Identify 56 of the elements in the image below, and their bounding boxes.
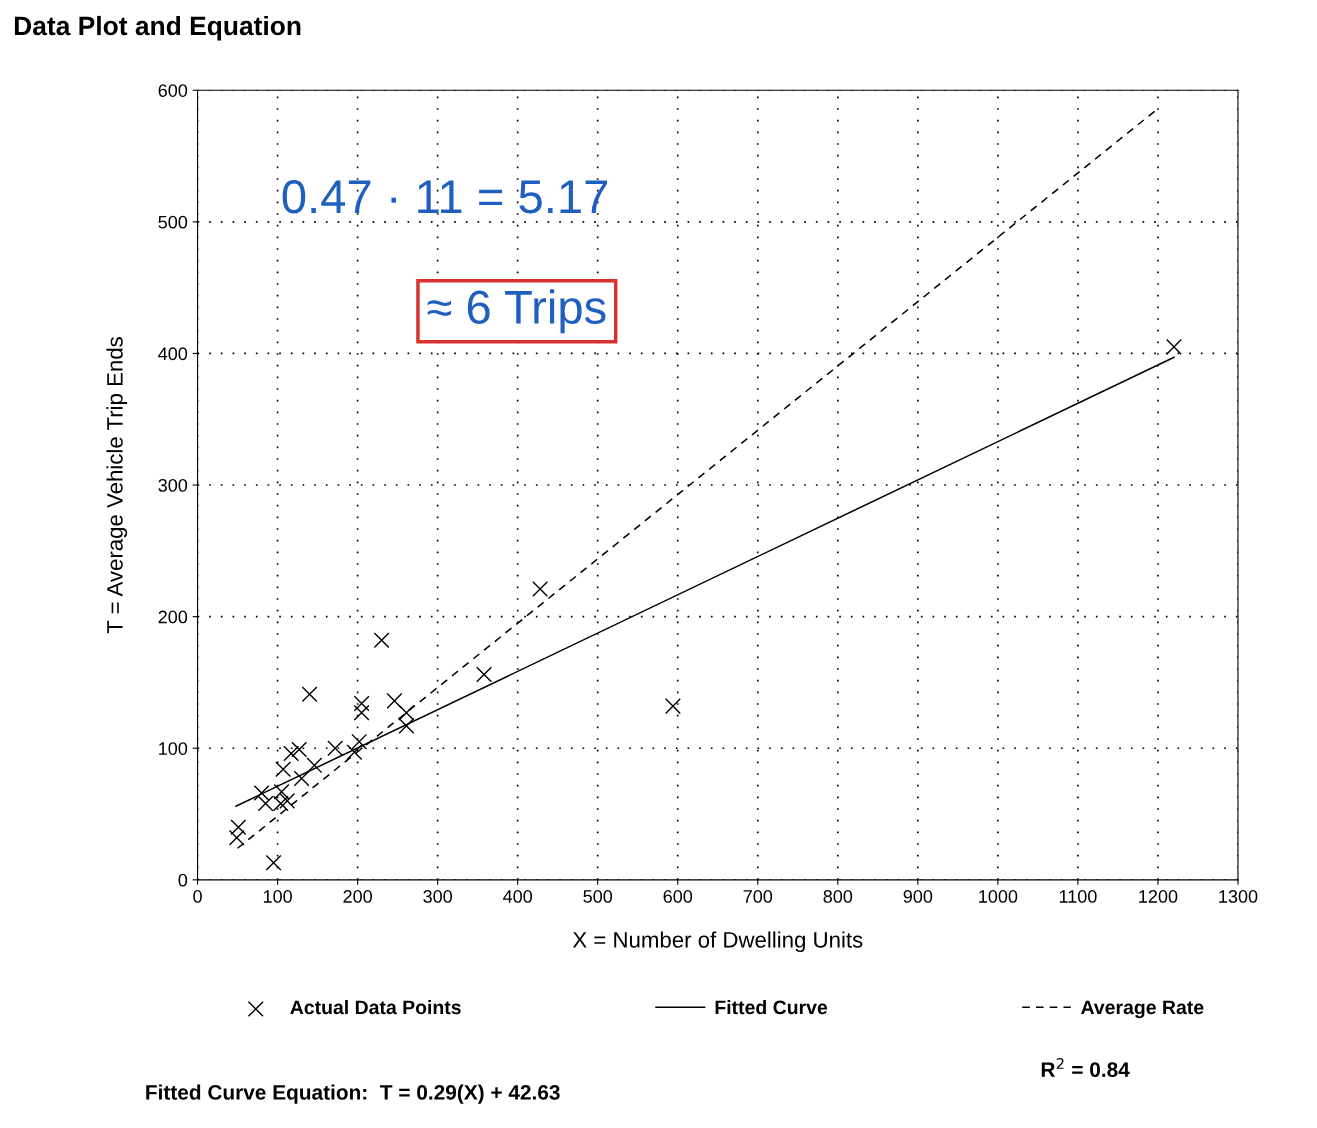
point [230,819,247,836]
y-axis-title: T = Average Vehicle Trip Ends [106,337,128,634]
point [273,783,290,800]
annotation: 0.47 · 11 = 5.17 [282,180,608,214]
point [293,770,310,787]
x-tick-label: 1300 [1219,890,1258,903]
y-tick-label: 600 [158,84,188,97]
point [301,686,318,703]
y-tick-label: 200 [158,610,188,624]
legend-label: Average Rate [1081,1000,1204,1019]
point [353,704,370,721]
x-tick-label: 800 [823,890,853,903]
point [291,741,308,758]
x-tick-label: 500 [583,890,613,903]
x-tick-label: 1100 [1059,890,1097,903]
y-tick-label: 500 [158,215,188,229]
point [275,761,292,778]
point [353,695,370,712]
legend-label: Actual Data Points [290,999,461,1015]
x-tick-label: 600 [663,890,693,903]
point [279,792,296,809]
point [253,785,270,801]
y-tick-label: 0 [178,873,188,887]
x-tick-label: 300 [423,890,453,903]
point [265,854,282,871]
point [532,581,549,597]
point [476,666,493,683]
annotation: ≈ 6 Trips [427,289,606,334]
y-tick-label: 300 [158,478,188,492]
point [306,757,323,774]
point [373,632,390,649]
point [283,745,300,762]
x-tick-label: 700 [743,890,773,903]
y-tick-label: 400 [158,347,188,361]
point [664,698,681,715]
x-tick-label: 400 [503,890,533,903]
y-tick-label: 100 [159,742,188,755]
point [346,744,363,761]
chart-title: Data Plot and Equation [14,15,301,41]
x-tick-label: 1200 [1139,890,1178,903]
point [398,717,415,734]
point [351,733,368,750]
point [1165,338,1182,355]
x-tick-label: 0 [193,890,202,903]
x-tick-label: 100 [263,890,292,903]
x-tick-label: 900 [903,890,933,903]
legend-label: Fitted Curve [715,999,828,1015]
text: Fitted Curve Equation: T = 0.29(X) + 42.63 [146,1084,560,1104]
point [327,740,344,757]
x-tick-label: 200 [343,890,372,903]
point [398,704,415,721]
x-tick-label: 1000 [979,890,1018,903]
point [228,829,245,846]
point [386,692,403,709]
x-axis-title: X = Number of Dwelling Units [572,931,863,953]
text: R$^{2}$ = 0.84 [1041,1058,1130,1078]
